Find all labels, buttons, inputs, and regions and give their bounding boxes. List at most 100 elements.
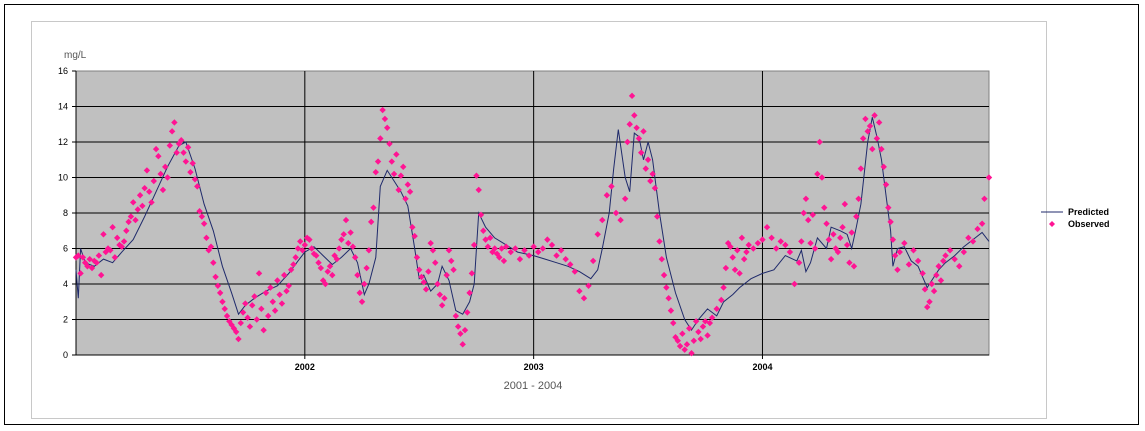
observed-point bbox=[679, 330, 686, 337]
observed-point bbox=[168, 128, 176, 135]
observed-point bbox=[750, 245, 757, 252]
observed-point bbox=[914, 257, 922, 265]
observed-point bbox=[461, 326, 469, 334]
observed-point bbox=[315, 259, 322, 266]
observed-point bbox=[267, 284, 274, 291]
observed-point bbox=[448, 257, 455, 265]
observed-point bbox=[727, 243, 734, 250]
observed-point bbox=[631, 112, 638, 119]
observed-point bbox=[686, 325, 693, 332]
y-tick-label: 14 bbox=[58, 102, 68, 112]
y-tick-label: 12 bbox=[58, 137, 68, 147]
observed-point bbox=[182, 158, 190, 165]
observed-point bbox=[814, 170, 821, 178]
observed-point bbox=[896, 248, 903, 256]
observed-point bbox=[974, 225, 981, 233]
observed-point bbox=[960, 248, 968, 256]
observed-point bbox=[146, 188, 153, 195]
observed-point bbox=[329, 271, 336, 279]
observed-point bbox=[84, 263, 91, 270]
observed-point bbox=[985, 174, 993, 181]
observed-point bbox=[873, 135, 881, 142]
observed-point bbox=[768, 234, 775, 242]
observed-point bbox=[313, 252, 320, 259]
observed-point bbox=[457, 330, 464, 337]
observed-point bbox=[251, 293, 258, 300]
observed-point bbox=[548, 241, 556, 249]
observed-point bbox=[811, 245, 819, 252]
observed-point bbox=[113, 234, 121, 242]
observed-point bbox=[697, 335, 704, 343]
observed-point bbox=[452, 312, 460, 320]
observed-point bbox=[649, 170, 656, 178]
x-tick-label: 2003 bbox=[524, 362, 544, 372]
observed-point bbox=[191, 176, 199, 183]
observed-point bbox=[608, 183, 615, 190]
observed-point bbox=[274, 277, 281, 284]
y-axis-unit-label: mg/L bbox=[64, 50, 87, 61]
observed-point bbox=[880, 163, 887, 171]
observed-point bbox=[951, 255, 958, 263]
observed-point bbox=[544, 236, 551, 243]
observed-point bbox=[173, 149, 180, 156]
observed-point bbox=[297, 238, 304, 245]
observed-point bbox=[232, 328, 240, 336]
observed-point bbox=[491, 245, 498, 252]
observed-point bbox=[827, 255, 835, 263]
observed-point bbox=[889, 236, 897, 243]
observed-point bbox=[928, 280, 935, 288]
observed-point bbox=[290, 261, 297, 268]
observed-point bbox=[731, 266, 739, 273]
observed-point bbox=[432, 259, 439, 266]
legend-observed-label: Observed bbox=[1068, 219, 1110, 229]
observed-point bbox=[823, 220, 830, 227]
legend-observed-swatch bbox=[1049, 221, 1055, 227]
observed-point bbox=[335, 245, 343, 252]
observed-point bbox=[871, 112, 878, 119]
observed-point bbox=[466, 289, 473, 297]
observed-point bbox=[640, 128, 647, 135]
observed-point bbox=[292, 254, 299, 261]
observed-point bbox=[837, 234, 844, 242]
observed-point bbox=[372, 168, 379, 176]
observed-point bbox=[246, 323, 254, 330]
observed-point bbox=[690, 337, 698, 344]
observed-point bbox=[681, 346, 688, 353]
observed-point bbox=[859, 135, 867, 142]
observed-point bbox=[445, 247, 453, 254]
observed-point bbox=[354, 271, 361, 279]
observed-point bbox=[216, 289, 224, 297]
observed-point bbox=[791, 280, 798, 288]
observed-point bbox=[386, 140, 393, 147]
observed-point bbox=[438, 302, 446, 309]
observed-point bbox=[278, 300, 286, 307]
observed-point bbox=[379, 106, 386, 114]
observed-point bbox=[418, 273, 425, 281]
observed-point bbox=[88, 264, 96, 272]
observed-point bbox=[91, 257, 98, 265]
observed-point bbox=[187, 168, 194, 176]
observed-point bbox=[745, 241, 752, 249]
observed-point bbox=[647, 177, 654, 185]
observed-point bbox=[658, 255, 665, 263]
observed-point bbox=[345, 239, 352, 247]
observed-point bbox=[395, 186, 402, 194]
observed-point bbox=[221, 305, 228, 313]
observed-point bbox=[674, 337, 682, 344]
observed-point bbox=[905, 261, 913, 268]
observed-point bbox=[393, 151, 400, 158]
observed-point bbox=[621, 195, 629, 202]
observed-point bbox=[436, 291, 444, 298]
observed-point bbox=[637, 149, 645, 156]
observed-point bbox=[676, 342, 684, 350]
observed-point bbox=[798, 238, 805, 245]
observed-point bbox=[196, 208, 203, 215]
observed-point bbox=[397, 172, 405, 179]
observed-point bbox=[937, 277, 945, 284]
observed-point bbox=[308, 245, 315, 252]
observed-point bbox=[919, 270, 926, 277]
observed-point bbox=[450, 266, 457, 273]
observed-point bbox=[539, 245, 546, 252]
observed-point bbox=[841, 200, 849, 208]
observed-point bbox=[200, 220, 208, 227]
